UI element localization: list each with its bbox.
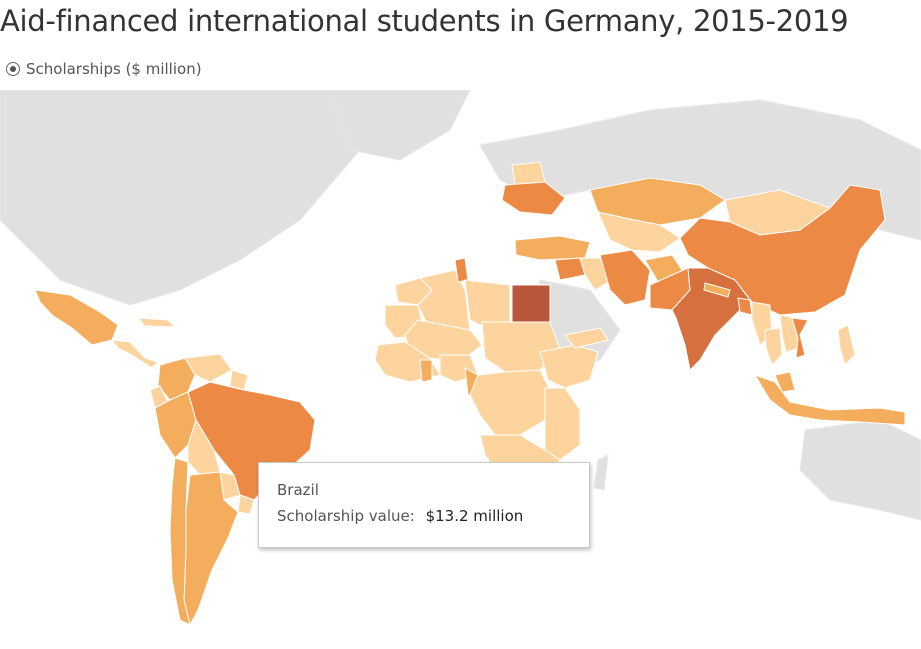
- country-india[interactable]: [671, 267, 751, 372]
- legend-label: Scholarships ($ million): [26, 60, 202, 78]
- country-venezuela[interactable]: [184, 353, 233, 383]
- country-afghanistan[interactable]: [644, 254, 683, 286]
- scholarships-toggle[interactable]: Scholarships ($ million): [6, 60, 202, 78]
- country-china[interactable]: [679, 184, 886, 316]
- country-cuba[interactable]: [136, 317, 177, 328]
- tooltip-label: Scholarship value:: [277, 507, 415, 525]
- country-bangladesh[interactable]: [737, 297, 753, 316]
- country-ukraine[interactable]: [501, 181, 566, 216]
- country-malaysia[interactable]: [774, 371, 796, 393]
- country-nepal[interactable]: [703, 282, 731, 298]
- country-east-africa[interactable]: [544, 387, 581, 461]
- country-central-america[interactable]: [110, 339, 159, 369]
- country-indonesia[interactable]: [753, 374, 906, 426]
- country-turkey[interactable]: [514, 235, 591, 261]
- tooltip-country-name: Brazil: [277, 481, 319, 499]
- country-thailand[interactable]: [764, 327, 783, 366]
- country-belarus[interactable]: [511, 161, 546, 186]
- country-uruguay[interactable]: [237, 494, 255, 515]
- tooltip-value-row: Scholarship value: $13.2 million: [277, 507, 571, 525]
- map-title: Aid-financed international students in G…: [0, 4, 849, 38]
- country-vietnam[interactable]: [791, 317, 809, 359]
- radio-selected-icon[interactable]: [6, 62, 20, 76]
- land-madagascar: [593, 454, 609, 491]
- country-iran[interactable]: [599, 249, 651, 306]
- country-central-asia[interactable]: [597, 211, 681, 253]
- country-mexico[interactable]: [34, 289, 119, 346]
- country-egypt[interactable]: [511, 284, 551, 323]
- country-chile[interactable]: [169, 457, 191, 626]
- country-philippines[interactable]: [837, 324, 856, 366]
- land-australia: [799, 419, 921, 521]
- world-choropleth-map[interactable]: [0, 90, 921, 649]
- land-greenland: [329, 90, 471, 161]
- country-yemen[interactable]: [564, 327, 609, 349]
- land-north-america: [0, 90, 401, 306]
- country-ethiopia-horn[interactable]: [539, 344, 599, 389]
- country-tooltip: Brazil Scholarship value: $13.2 million: [258, 462, 590, 548]
- country-central-africa[interactable]: [469, 369, 551, 436]
- tooltip-value: $13.2 million: [425, 507, 524, 525]
- country-ghana[interactable]: [419, 359, 433, 383]
